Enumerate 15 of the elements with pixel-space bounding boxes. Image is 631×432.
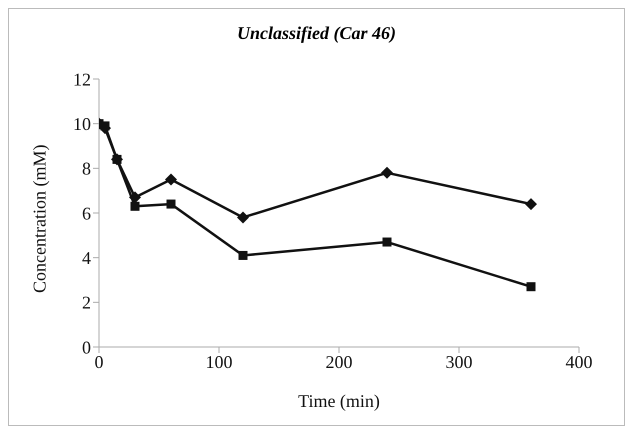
y-tick-label: 0: [82, 337, 91, 358]
x-tick-label: 400: [566, 352, 592, 372]
y-tick-label: 12: [73, 69, 91, 90]
x-axis-title: Time (min): [298, 391, 380, 411]
x-tick-label: 0: [94, 352, 104, 372]
chart-title: Unclassified (Car 46): [236, 23, 397, 44]
y-axis-title: Concentration (mM): [29, 144, 50, 293]
y-tick-label: 4: [82, 248, 91, 268]
x-tick-label: 200: [326, 352, 352, 372]
y-tick-label: 6: [82, 203, 91, 224]
y-tick-label: 10: [73, 114, 91, 134]
y-tick-label: 2: [82, 292, 91, 313]
x-tick-label: 300: [446, 352, 472, 372]
y-tick-label: 8: [82, 158, 91, 179]
x-tick-label: 100: [206, 352, 232, 372]
